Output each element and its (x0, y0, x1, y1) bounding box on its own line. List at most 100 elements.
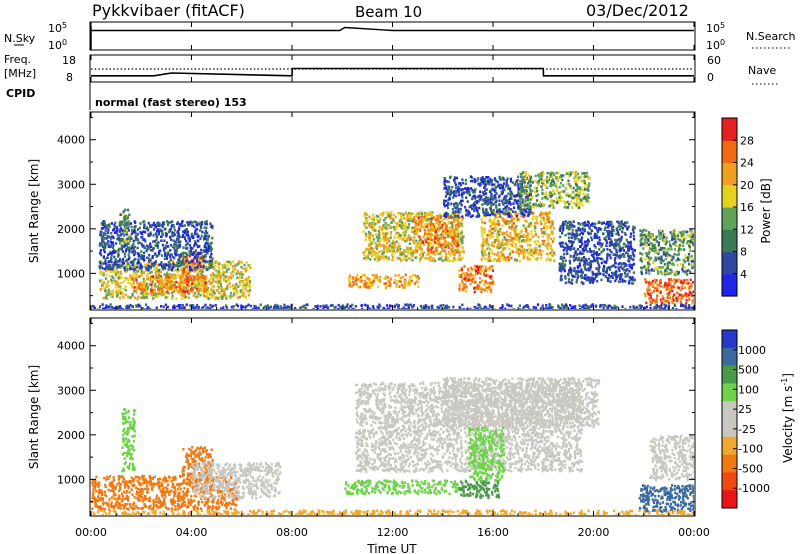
data-cell (445, 224, 448, 228)
data-cell (584, 197, 587, 200)
data-cell (234, 264, 237, 268)
data-cell (569, 269, 572, 272)
data-cell (124, 293, 127, 296)
data-cell (567, 206, 570, 209)
data-cell (389, 278, 392, 281)
data-cell (528, 239, 531, 242)
data-cell (131, 259, 135, 263)
data-cell (386, 276, 389, 279)
data-cell (414, 274, 417, 277)
data-cell (430, 217, 433, 220)
data-cell (167, 230, 170, 234)
data-cell (136, 246, 139, 250)
data-cell (521, 186, 524, 190)
data-cell (206, 292, 209, 296)
data-cell (519, 186, 522, 189)
data-cell (136, 286, 139, 289)
data-cell (527, 225, 530, 228)
data-cell (520, 245, 523, 248)
data-cell (114, 221, 117, 225)
data-cell (534, 249, 537, 252)
data-cell (568, 239, 571, 243)
data-cell (542, 179, 545, 182)
data-cell (489, 225, 492, 228)
data-cell (469, 282, 472, 286)
data-cell (416, 227, 419, 231)
data-cell (599, 272, 602, 275)
data-cell (555, 200, 558, 204)
data-cell (510, 208, 513, 211)
data-cell (196, 260, 199, 263)
data-cell (511, 249, 514, 253)
data-cell (618, 245, 621, 248)
data-cell (483, 227, 486, 230)
data-cell (131, 294, 134, 297)
data-cell (163, 293, 166, 296)
data-cell (216, 261, 219, 265)
data-cell (149, 231, 152, 235)
data-cell (538, 249, 541, 252)
data-cell (572, 196, 575, 200)
data-cell (186, 261, 189, 265)
data-cell (157, 232, 160, 236)
data-cell (225, 270, 228, 273)
data-cell (477, 177, 480, 180)
data-cell (404, 222, 407, 225)
data-cell (363, 222, 366, 225)
data-cell (121, 260, 124, 263)
data-cell (460, 224, 464, 228)
data-cell (491, 187, 494, 191)
data-cell (238, 272, 242, 276)
data-cell (552, 172, 555, 175)
data-cell (549, 226, 552, 229)
data-cell (569, 186, 572, 190)
data-cell (622, 279, 626, 283)
data-cell (492, 188, 495, 192)
data-cell (620, 238, 623, 241)
data-cell (497, 244, 500, 248)
data-cell (161, 243, 165, 247)
data-cell (581, 276, 584, 280)
data-cell (178, 226, 181, 229)
data-cell (140, 296, 143, 300)
data-cell (202, 259, 205, 263)
data-cell (229, 263, 232, 266)
data-cell (431, 222, 434, 226)
data-cell (111, 250, 115, 253)
data-cell (529, 238, 532, 241)
data-cell (432, 216, 435, 219)
data-cell (576, 252, 579, 256)
data-cell (220, 286, 223, 290)
data-cell (179, 254, 182, 258)
data-cell (588, 281, 592, 284)
data-cell (133, 250, 136, 253)
data-cell (399, 247, 402, 251)
data-cell (205, 222, 208, 226)
data-cell (143, 251, 146, 255)
data-cell (524, 227, 528, 231)
data-cell (451, 250, 454, 253)
data-cell (124, 288, 127, 292)
data-cell (540, 203, 543, 206)
data-cell (141, 235, 144, 239)
data-cell (528, 187, 532, 190)
data-cell (493, 217, 496, 221)
data-cell (587, 231, 590, 234)
data-cell (111, 262, 114, 266)
data-cell (548, 193, 551, 197)
data-cell (407, 212, 411, 215)
data-cell (123, 280, 126, 283)
data-cell (605, 244, 608, 247)
data-cell (114, 286, 118, 289)
data-cell (169, 249, 172, 252)
data-cell (586, 193, 589, 197)
data-cell (578, 259, 581, 262)
data-cell (101, 284, 104, 287)
data-cell (150, 270, 153, 274)
data-cell (214, 280, 218, 283)
data-cell (107, 264, 110, 267)
data-cell (448, 187, 451, 191)
data-cell (189, 268, 192, 272)
data-cell (154, 232, 157, 235)
data-cell (521, 189, 524, 193)
